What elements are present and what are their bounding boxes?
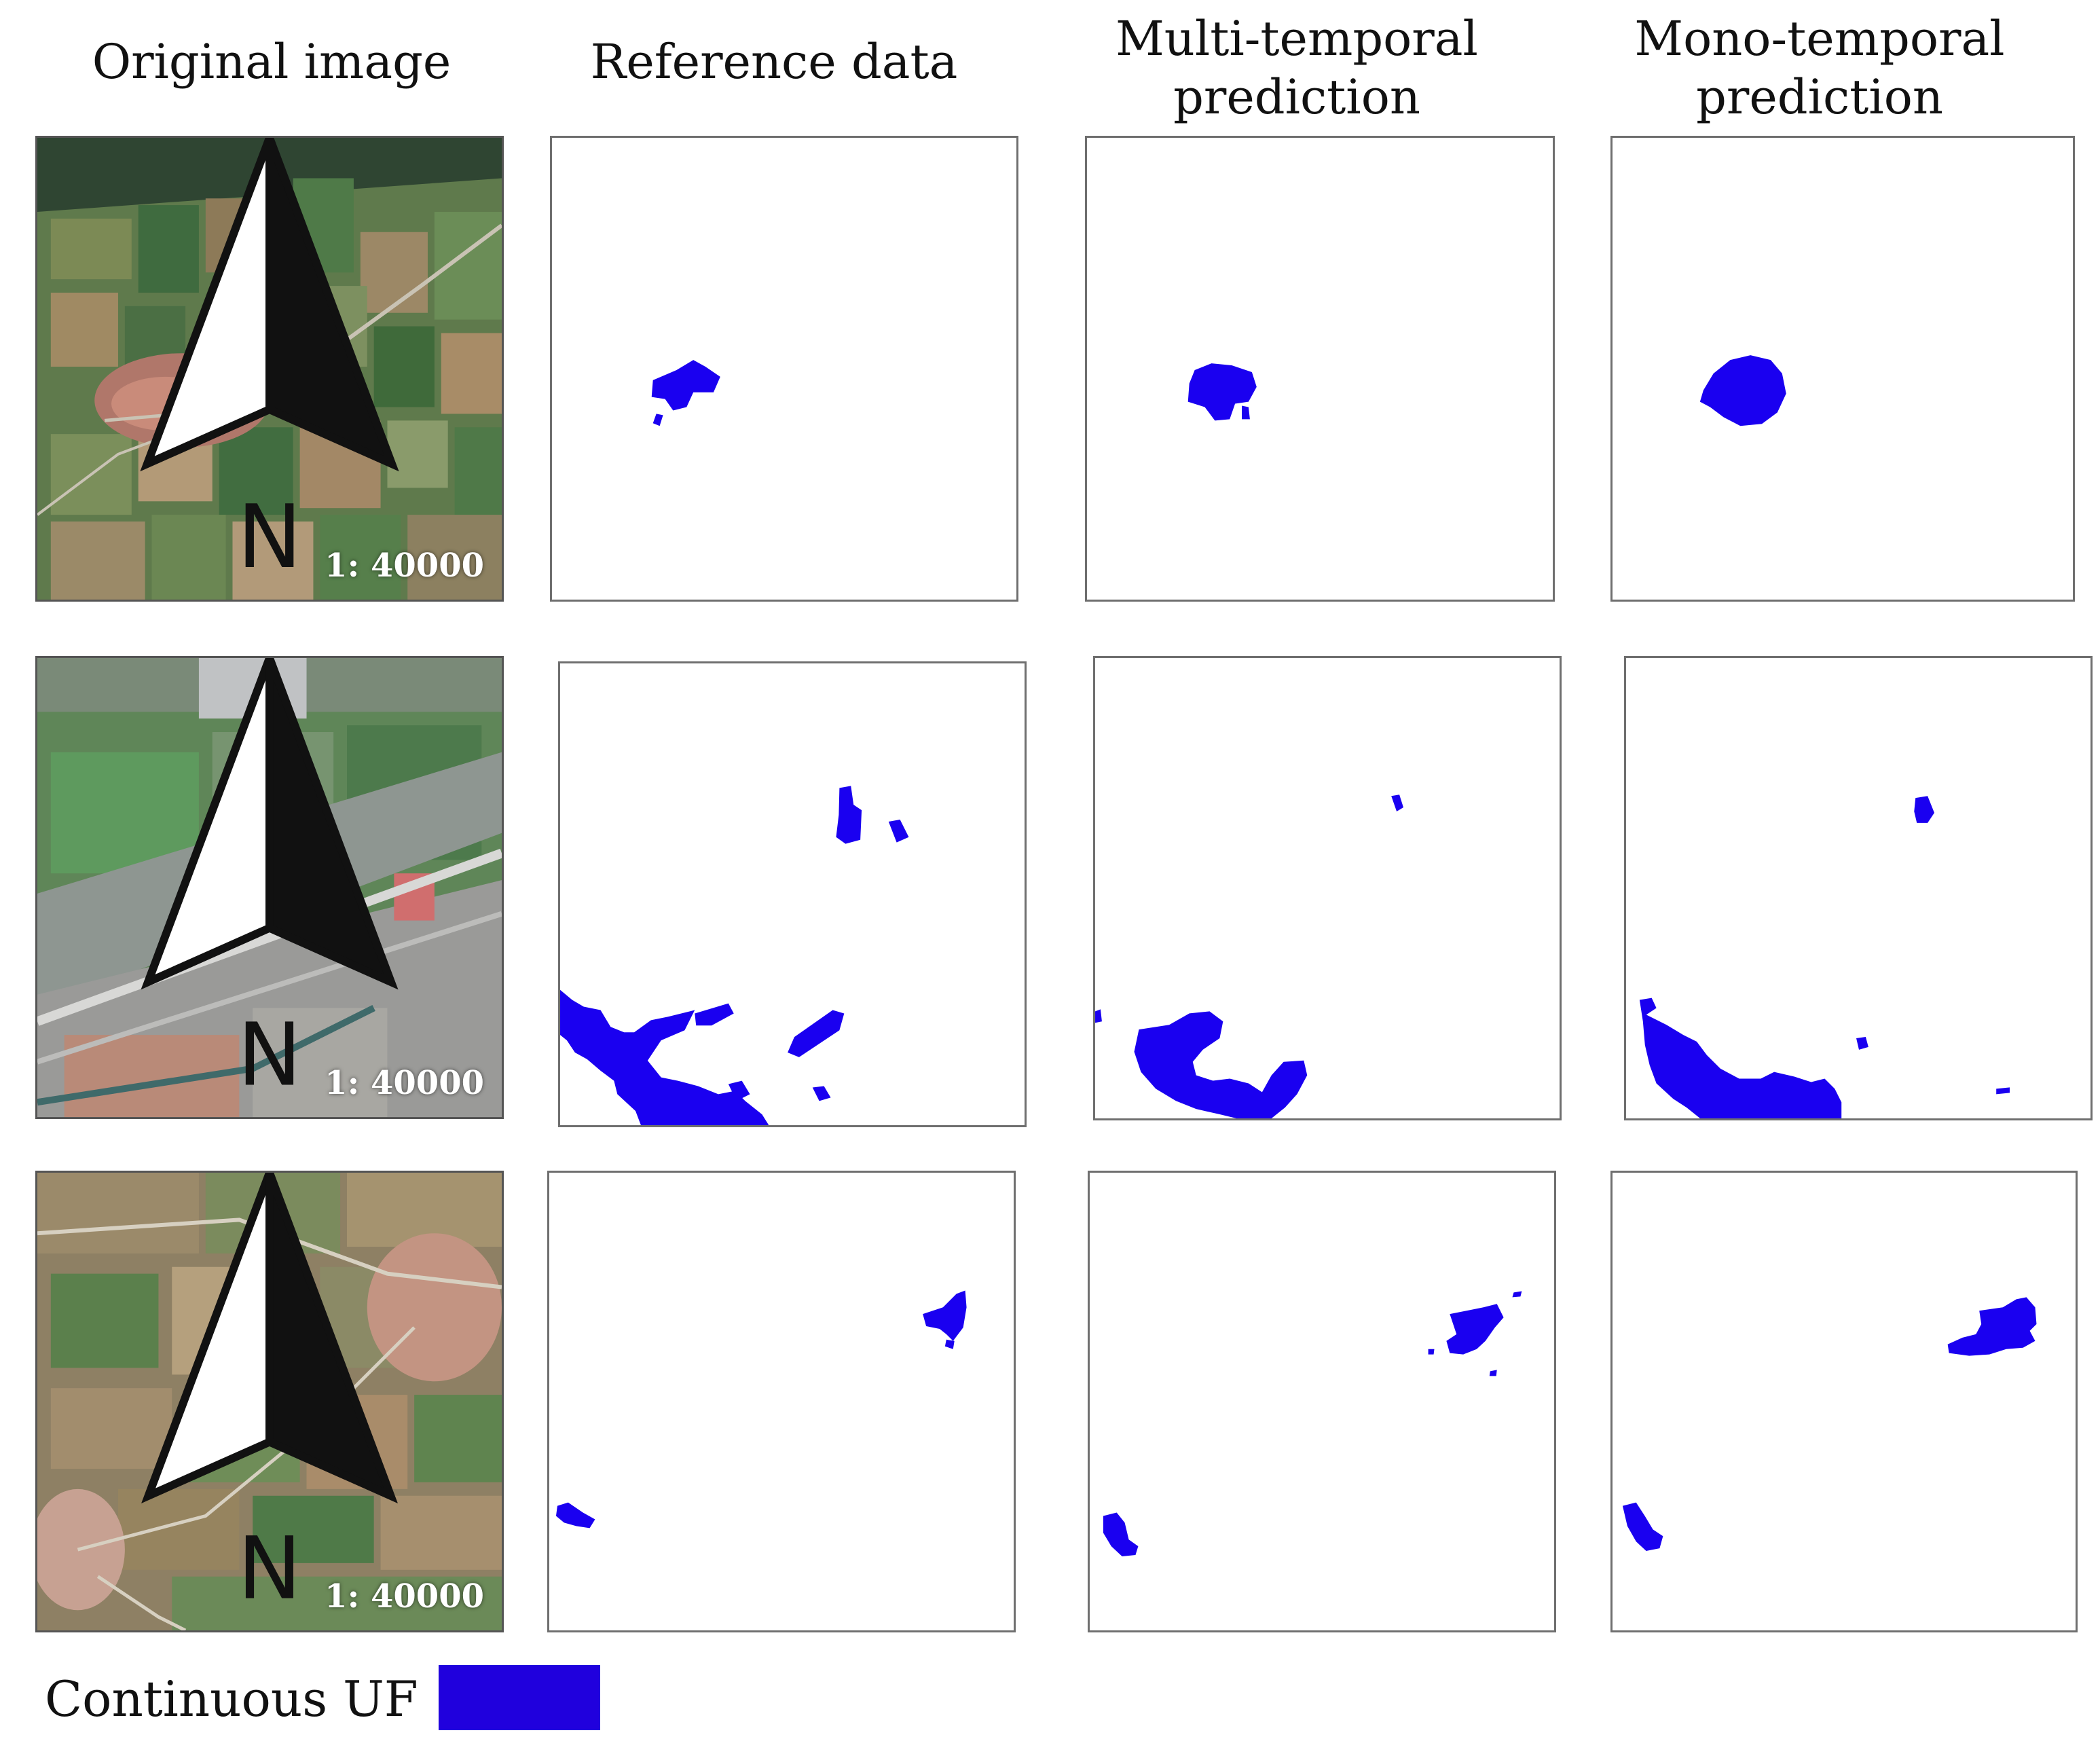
- scale-label: 1: 40000: [325, 1064, 484, 1102]
- urban-fabric-mask: [1103, 1291, 1522, 1556]
- north-label: N: [237, 1005, 301, 1105]
- reference-data-panel-row-2: [558, 661, 1027, 1127]
- mono-temporal-panel-row-2: [1624, 656, 2093, 1120]
- satellite-image-row-2: N 1: 40000: [35, 656, 504, 1119]
- header-multi-temporal-prediction: Multi-temporal prediction: [1116, 11, 1478, 125]
- multi-temporal-panel-row-1: [1085, 136, 1555, 602]
- urban-fabric-mask: [1095, 794, 1404, 1118]
- urban-fabric-mask: [1187, 363, 1257, 421]
- north-arrow-icon: N: [141, 1173, 398, 1618]
- urban-fabric-mask: [651, 360, 720, 426]
- urban-fabric-mask: [1622, 1297, 2037, 1552]
- north-label: N: [238, 1518, 302, 1618]
- legend-label: Continuous UF: [45, 1670, 418, 1727]
- satellite-image-row-3: N 1: 40000: [35, 1171, 504, 1632]
- north-arrow-icon: N: [140, 138, 399, 588]
- legend-swatch: [439, 1665, 600, 1730]
- multi-temporal-panel-row-3: [1088, 1171, 1556, 1632]
- urban-fabric-mask: [1699, 355, 1786, 426]
- north-label: N: [237, 487, 302, 588]
- urban-fabric-mask: [560, 786, 909, 1125]
- header-mono-temporal-prediction: Mono-temporal prediction: [1634, 11, 2005, 125]
- north-arrow-icon: N: [141, 658, 399, 1105]
- mono-temporal-panel-row-1: [1610, 136, 2075, 602]
- scale-label: 1: 40000: [325, 1577, 484, 1615]
- satellite-image-row-1: N 1: 40000: [35, 136, 504, 602]
- mono-temporal-panel-row-3: [1610, 1171, 2078, 1632]
- reference-data-panel-row-3: [547, 1171, 1016, 1632]
- header-reference-data: Reference data: [590, 34, 958, 90]
- reference-data-panel-row-1: [550, 136, 1018, 602]
- scale-label: 1: 40000: [325, 547, 484, 585]
- header-original-image: Original image: [92, 34, 452, 90]
- urban-fabric-mask: [1639, 796, 2010, 1118]
- multi-temporal-panel-row-2: [1093, 656, 1562, 1120]
- urban-fabric-mask: [555, 1290, 967, 1529]
